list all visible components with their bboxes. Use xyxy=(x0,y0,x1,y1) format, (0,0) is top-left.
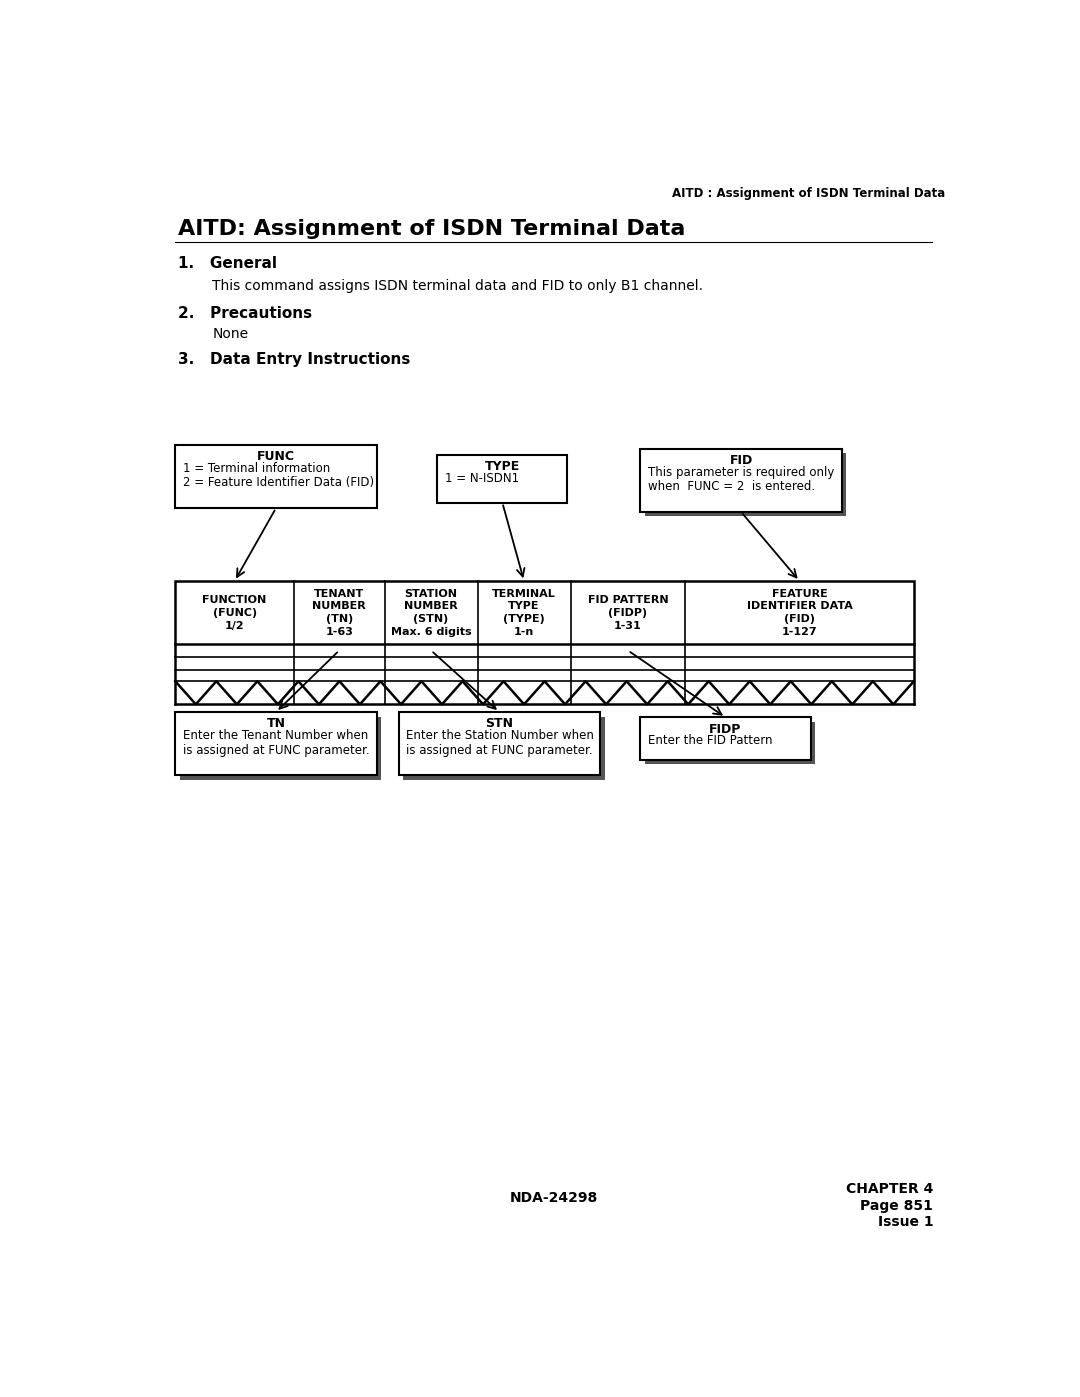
FancyBboxPatch shape xyxy=(645,453,847,517)
FancyBboxPatch shape xyxy=(645,722,815,764)
Text: AITD : Assignment of ISDN Terminal Data: AITD : Assignment of ISDN Terminal Data xyxy=(672,187,945,200)
Text: FUNCTION
(FUNC)
1/2: FUNCTION (FUNC) 1/2 xyxy=(202,595,267,630)
FancyBboxPatch shape xyxy=(437,455,567,503)
Text: NDA-24298: NDA-24298 xyxy=(510,1190,597,1204)
Text: Enter the Tenant Number when: Enter the Tenant Number when xyxy=(183,729,368,742)
Text: TYPE: TYPE xyxy=(485,460,519,474)
FancyBboxPatch shape xyxy=(640,718,811,760)
Text: 1 = N-ISDN1: 1 = N-ISDN1 xyxy=(445,472,519,485)
FancyBboxPatch shape xyxy=(640,448,841,511)
Text: FID: FID xyxy=(729,454,753,467)
Text: FEATURE
IDENTIFIER DATA
(FID)
1-127: FEATURE IDENTIFIER DATA (FID) 1-127 xyxy=(746,588,852,637)
Text: None: None xyxy=(213,327,248,341)
Text: 1 = Terminal information: 1 = Terminal information xyxy=(183,462,330,475)
FancyBboxPatch shape xyxy=(175,712,377,775)
Text: Enter the Station Number when: Enter the Station Number when xyxy=(406,729,594,742)
Text: 2.   Precautions: 2. Precautions xyxy=(177,306,312,321)
Text: AITD: Assignment of ISDN Terminal Data: AITD: Assignment of ISDN Terminal Data xyxy=(177,219,685,239)
Text: when  FUNC = 2  is entered.: when FUNC = 2 is entered. xyxy=(648,481,815,493)
Text: FUNC: FUNC xyxy=(257,450,295,464)
Text: This parameter is required only: This parameter is required only xyxy=(648,465,835,479)
FancyBboxPatch shape xyxy=(175,444,377,509)
Text: TENANT
NUMBER
(TN)
1-63: TENANT NUMBER (TN) 1-63 xyxy=(312,588,366,637)
FancyBboxPatch shape xyxy=(403,717,605,780)
FancyBboxPatch shape xyxy=(399,712,600,775)
Text: 2 = Feature Identifier Data (FID): 2 = Feature Identifier Data (FID) xyxy=(183,476,374,489)
Text: 1.   General: 1. General xyxy=(177,256,276,271)
Text: This command assigns ISDN terminal data and FID to only B1 channel.: This command assigns ISDN terminal data … xyxy=(213,279,703,293)
Text: is assigned at FUNC parameter.: is assigned at FUNC parameter. xyxy=(406,743,593,757)
Text: 3.   Data Entry Instructions: 3. Data Entry Instructions xyxy=(177,352,410,366)
Text: Enter the FID Pattern: Enter the FID Pattern xyxy=(648,735,772,747)
Text: is assigned at FUNC parameter.: is assigned at FUNC parameter. xyxy=(183,743,369,757)
Text: Issue 1: Issue 1 xyxy=(878,1215,933,1229)
Text: FIDP: FIDP xyxy=(710,722,742,736)
Text: TN: TN xyxy=(267,718,285,731)
Text: Page 851: Page 851 xyxy=(861,1199,933,1213)
Text: FID PATTERN
(FIDP)
1-31: FID PATTERN (FIDP) 1-31 xyxy=(588,595,669,630)
FancyBboxPatch shape xyxy=(175,581,914,644)
Text: TERMINAL
TYPE
(TYPE)
1-n: TERMINAL TYPE (TYPE) 1-n xyxy=(492,588,556,637)
Text: STN: STN xyxy=(485,718,513,731)
Text: CHAPTER 4: CHAPTER 4 xyxy=(846,1182,933,1196)
Text: STATION
NUMBER
(STN)
Max. 6 digits: STATION NUMBER (STN) Max. 6 digits xyxy=(391,588,471,637)
FancyBboxPatch shape xyxy=(180,717,381,780)
